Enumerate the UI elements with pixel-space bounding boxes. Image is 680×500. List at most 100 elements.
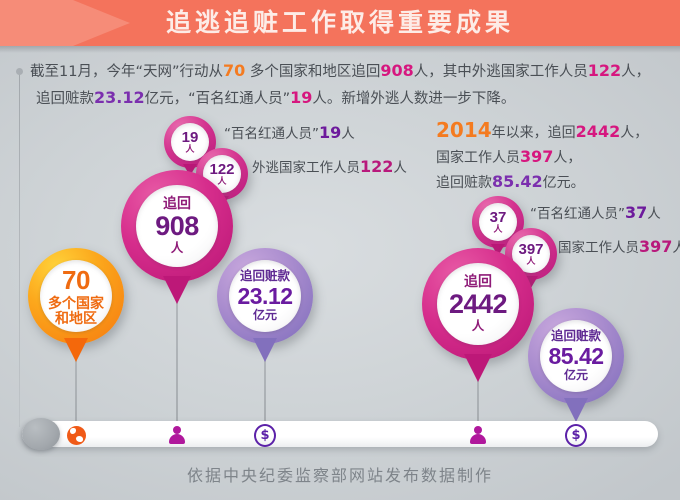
right-line-1: 2014年以来，追回2442人，	[436, 118, 680, 145]
intro-text-c: 人，其中外逃国家工作人员	[413, 64, 588, 80]
dollar-icon: $	[565, 423, 587, 447]
pin-tip	[253, 338, 277, 362]
pin-value: 85.42	[548, 342, 604, 369]
intro-text-f: 亿元，“百名红通人员”	[144, 91, 291, 107]
label-number: 37	[625, 203, 648, 222]
label-text-post: 人	[647, 206, 661, 222]
pin-unit: 人	[170, 241, 184, 256]
pin-value: 23.12	[237, 282, 293, 309]
right-text-e: 追回赃款	[436, 175, 492, 191]
label-redlist-total: “百名红通人员”37人	[530, 202, 661, 222]
pin-unit: 人	[471, 319, 485, 334]
pin-inner: 追回 908 人	[136, 185, 218, 267]
pin-unit: 亿元	[252, 307, 277, 322]
timeline-icon-money-total[interactable]: $	[565, 423, 587, 447]
pin-inner: 追回赃款 23.12 亿元	[229, 260, 301, 332]
pin-money-2015[interactable]: 追回赃款 23.12 亿元	[217, 248, 313, 362]
pin-inner: 追回 2442 人	[437, 263, 519, 345]
timeline-bar	[22, 421, 658, 447]
pin-money-total[interactable]: 追回赃款 85.42 亿元	[528, 308, 624, 422]
timeline-icon-money-2015[interactable]: $	[254, 423, 276, 447]
pin-ball: 397 人	[505, 228, 557, 288]
right-num-officials: 397	[520, 147, 554, 166]
pin-caption: 追回	[464, 273, 492, 290]
pin-value: 19	[181, 128, 199, 146]
page-title: 追逃追赃工作取得重要成果	[165, 8, 514, 37]
label-officials-total: 国家工作人员397人	[558, 236, 680, 256]
pin-ball: 19 人	[164, 116, 216, 176]
right-summary-paragraph: 2014年以来，追回2442人， 国家工作人员397人， 追回赃款85.42亿元…	[436, 118, 680, 195]
right-line-2: 国家工作人员397人，	[436, 145, 680, 170]
pin-recovered-2015[interactable]: 追回 908 人	[121, 170, 233, 304]
bullet-guideline	[19, 72, 20, 427]
pin-inner: 37 人	[479, 203, 517, 241]
label-number: 397	[639, 237, 673, 256]
right-text-c: 国家工作人员	[436, 150, 520, 166]
right-line-3: 追回赃款85.42亿元。	[436, 170, 680, 195]
pin-value: 2442	[448, 289, 508, 320]
intro-num-redlist: 19	[290, 88, 313, 107]
pin-caption: 多个国家	[48, 294, 104, 311]
label-text-post: 人	[341, 126, 355, 142]
stem-recovered-total	[477, 340, 479, 425]
right-text-b: 人，	[620, 125, 649, 141]
intro-num-officials: 122	[587, 61, 622, 80]
intro-num-countries: 70	[222, 61, 246, 80]
timeline-knob[interactable]	[22, 418, 60, 450]
pin-value: 397	[518, 240, 544, 258]
label-number: 122	[360, 157, 394, 176]
intro-text-b: 多个国家和地区追回	[249, 64, 381, 80]
label-text-post: 人	[393, 160, 407, 176]
bullet-dot	[16, 67, 23, 75]
intro-num-money: 23.12	[94, 88, 145, 107]
pin-recovered-total[interactable]: 追回 2442 人	[422, 248, 534, 382]
intro-paragraph: 截至11月，今年“天网”行动从70 多个国家和地区追回908人，其中外逃国家工作…	[16, 58, 668, 112]
pin-countries[interactable]: 70 多个国家 和地区	[28, 248, 124, 362]
intro-text-g: 人。新增外逃人数进一步下降。	[312, 91, 516, 107]
timeline-icon-recovered-2015[interactable]	[166, 424, 188, 446]
dollar-icon: $	[254, 423, 276, 447]
pin-redlist-2015[interactable]: 19 人	[164, 116, 216, 176]
pin-caption: 追回赃款	[239, 269, 290, 284]
pin-ball: 追回 2442 人	[422, 248, 534, 382]
globe-icon	[66, 425, 86, 445]
pin-inner: 122 人	[203, 155, 241, 193]
pin-ball: 70 多个国家 和地区	[28, 248, 124, 362]
pin-caption: 追回	[163, 195, 191, 212]
pin-tip	[64, 338, 88, 362]
pin-ball: 追回 908 人	[121, 170, 233, 304]
label-number: 19	[319, 123, 342, 142]
pin-unit: 亿元	[563, 367, 588, 382]
label-text-pre: 国家工作人员	[558, 240, 639, 256]
pin-tip	[163, 276, 191, 304]
right-num-money: 85.42	[492, 172, 543, 191]
intro-text-e: 追回赃款	[36, 91, 94, 107]
label-text-pre: “百名红通人员”	[224, 126, 319, 142]
pin-unit: 人	[493, 223, 503, 234]
pin-unit: 人	[217, 175, 227, 186]
right-text-d: 人，	[553, 150, 582, 166]
pin-value: 908	[155, 211, 199, 242]
pin-unit: 人	[526, 255, 536, 266]
pin-value: 70	[62, 264, 90, 295]
label-text-post: 人	[672, 240, 680, 256]
person-icon	[469, 425, 487, 445]
right-num-year: 2014	[436, 118, 492, 142]
intro-text-d: 人，	[621, 64, 651, 80]
label-text-pre: “百名红通人员”	[530, 206, 625, 222]
banner-shadow	[0, 46, 680, 53]
stem-money-2015	[264, 340, 266, 425]
pin-value: 37	[489, 208, 507, 226]
intro-line-2: 追回赃款23.12亿元，“百名红通人员”19人。新增外逃人数进一步下降。	[36, 85, 668, 112]
pin-unit: 和地区	[55, 310, 97, 327]
timeline-icon-recovered-total[interactable]	[467, 424, 489, 446]
pin-tip	[464, 354, 492, 382]
pin-officials-total[interactable]: 397 人	[505, 228, 557, 288]
person-icon	[168, 425, 186, 445]
right-num-recovered: 2442	[575, 122, 621, 141]
intro-text-a: 截至11月，今年“天网”行动从	[30, 64, 223, 80]
right-text-a: 年以来，追回	[491, 125, 576, 141]
footer-source: 依据中央纪委监察部网站发布数据制作	[186, 466, 493, 485]
timeline-icon-countries[interactable]	[65, 424, 87, 446]
